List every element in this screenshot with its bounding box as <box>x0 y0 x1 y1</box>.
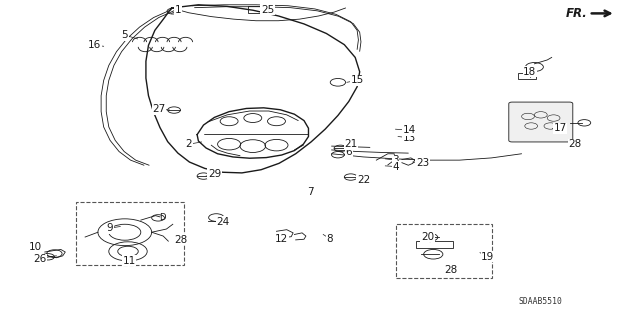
Bar <box>416 241 453 248</box>
Text: 26: 26 <box>33 254 46 264</box>
Text: 16: 16 <box>88 40 101 50</box>
Text: 7: 7 <box>307 187 314 197</box>
FancyBboxPatch shape <box>509 102 573 142</box>
Text: 20: 20 <box>421 232 434 242</box>
Text: 12: 12 <box>275 234 288 244</box>
Bar <box>518 73 536 79</box>
Text: SDAAB5510: SDAAB5510 <box>519 297 563 306</box>
Text: 28: 28 <box>445 264 458 275</box>
Text: 29: 29 <box>208 169 221 179</box>
Bar <box>396 224 492 278</box>
Text: 13: 13 <box>403 133 416 143</box>
Text: 19: 19 <box>481 252 494 262</box>
Text: FR.: FR. <box>566 7 588 20</box>
Text: 5: 5 <box>122 30 128 40</box>
Text: 22: 22 <box>357 175 370 185</box>
Text: 3: 3 <box>392 155 399 165</box>
Text: 15: 15 <box>351 75 364 85</box>
Text: 18: 18 <box>524 67 536 77</box>
Text: 8: 8 <box>326 234 333 244</box>
Bar <box>76 202 184 265</box>
Text: 14: 14 <box>403 125 416 135</box>
Bar <box>248 6 274 13</box>
Text: 6: 6 <box>346 146 352 157</box>
Text: 9: 9 <box>107 223 113 233</box>
Text: 4: 4 <box>392 161 399 172</box>
Text: 11: 11 <box>123 256 136 266</box>
Text: 24: 24 <box>216 217 229 227</box>
Text: 1: 1 <box>175 5 181 15</box>
Text: 17: 17 <box>554 123 566 133</box>
Text: D: D <box>159 213 166 222</box>
Text: 21: 21 <box>344 139 357 149</box>
Text: 28: 28 <box>568 139 581 149</box>
Text: 2: 2 <box>186 139 192 149</box>
Text: 27: 27 <box>152 104 165 114</box>
Text: 23: 23 <box>416 158 429 168</box>
Text: 25: 25 <box>261 4 274 15</box>
Text: 28: 28 <box>174 235 187 245</box>
Text: 10: 10 <box>29 242 42 252</box>
